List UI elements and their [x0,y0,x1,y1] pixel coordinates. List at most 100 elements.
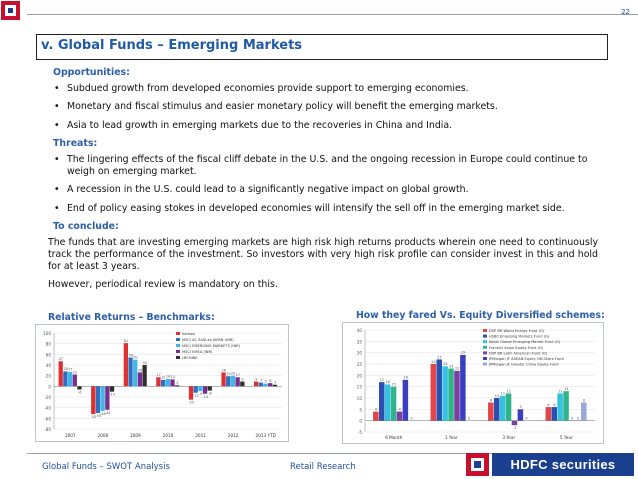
bar [133,359,138,387]
data-label: 17 [380,378,384,382]
data-label: 25 [431,360,435,364]
data-label: 54 [129,353,133,357]
data-label: -25 [188,401,194,405]
threat-item: • End of policy easing stokes in develope… [54,202,565,214]
data-label: 0 [571,416,573,420]
bar [77,386,82,390]
top-bar: 22 [0,0,638,22]
data-label: 26 [222,368,226,372]
legend-label: MSCI EMERGING MARKETS (INR) [182,344,241,348]
category-label: 3 Year [502,435,515,440]
data-label: 8 [583,398,585,402]
bar [123,343,128,387]
legend-swatch [176,332,180,335]
y-tick-label: 40 [357,328,363,333]
data-label: 12 [507,389,511,393]
category-label: 6 Month [385,435,402,440]
data-label: 12 [558,389,562,393]
data-label: 7 [260,378,262,382]
data-label: 9 [255,377,257,381]
bar [384,384,391,421]
bar [268,383,273,387]
category-label: 2011 [195,433,206,438]
bar [193,386,198,393]
data-label: -44 [105,411,111,415]
data-label: -6 [78,391,81,395]
y-tick-label: 5 [359,407,362,412]
bar [448,368,454,421]
bar [454,370,460,421]
bar [67,371,73,387]
data-label: 0 [577,416,579,420]
data-label: 5 [265,379,267,383]
bar [235,377,240,387]
bar [272,384,278,387]
data-label: 47 [59,357,63,361]
legend-label: HSBC Emerging Markets Fund (G) [489,335,550,339]
chart2-title: How they fared Vs. Equity Diversified sc… [356,310,605,321]
bar [505,393,512,421]
bar [551,407,557,421]
y-tick-label: -40 [44,406,51,411]
legend-label: LBCHINE [182,356,198,360]
data-label: 50 [133,355,137,359]
data-label: -12 [193,394,199,398]
legend-label: MSCI EMEA (INR) [182,350,213,354]
bar [128,357,133,387]
bar [390,386,397,421]
hdfc-securities-logo: HDFC securities [462,450,638,479]
data-label: 5 [519,405,521,409]
brand-name: HDFC securities [492,453,634,476]
category-label: 5 Year [560,435,573,440]
legend-swatch [483,351,487,355]
data-label: -14 [202,395,208,399]
data-label: 6 [547,403,549,407]
y-tick-label: -80 [44,427,51,432]
bar [58,361,63,387]
threat-item: • The lingering effects of the fiscal cli… [54,154,588,178]
hdfc-emblem-icon [1,1,20,20]
category-label: 2012 [228,433,239,438]
bar [511,420,518,426]
bar [95,386,101,413]
legend-swatch [483,340,487,344]
data-label: 10 [495,394,499,398]
data-label: 28 [63,367,67,371]
legend-swatch [483,362,487,366]
bar [563,391,569,421]
bar [109,386,115,392]
category-label: 2013 YTD [256,433,276,438]
data-label: -2 [513,426,516,430]
data-label: 17 [236,373,240,377]
bar [442,366,448,421]
y-tick-label: 15 [357,385,363,390]
data-label: 6 [269,379,271,383]
opportunities-heading: Opportunities: [53,67,130,78]
category-label: 2010 [163,433,174,438]
data-label: -8 [208,392,211,396]
review-note: However, periodical review is mandatory … [48,278,278,290]
bar [188,386,194,400]
data-label: -10 [109,393,115,397]
data-label: 15 [392,382,396,386]
data-label: 23 [449,364,453,368]
legend-label: Kotak Global Emerging Market Fund (G) [489,340,561,344]
y-tick-label: 60 [46,352,52,357]
data-label: 27 [68,368,72,372]
legend-label: JPMorgan JF ASEAN Equity Off-Shore Fund [488,357,564,361]
legend-swatch [483,334,487,338]
bar [430,364,437,421]
bar [142,365,147,387]
bar [460,354,466,421]
y-tick-label: 40 [46,363,52,368]
legend-label: DSP BR World Energy Fund (G) [489,329,545,333]
chart2-frame: -5 0 5 10 15 20 25 30 35 40 4 17 16 15 4 18 0 6 Month 25 27… [342,322,604,444]
y-tick-label: 0 [48,384,51,389]
bar [402,379,409,421]
category-label: 2008 [98,433,109,438]
y-tick-label: -20 [44,395,51,400]
data-label: 27 [437,355,441,359]
y-tick-label: 25 [357,362,363,367]
data-label: 24 [443,362,447,366]
